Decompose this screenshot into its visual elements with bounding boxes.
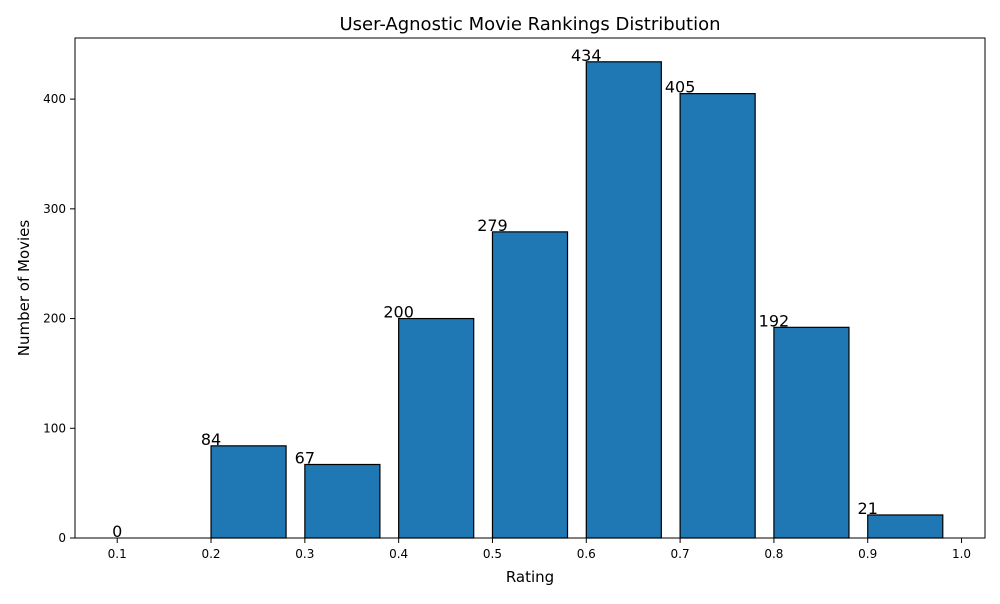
x-tick-label: 0.1 <box>108 547 127 561</box>
bar-0.8 <box>773 326 850 539</box>
bars-layer <box>210 61 944 539</box>
y-tick-label: 100 <box>43 421 66 435</box>
data-label: 200 <box>383 303 414 322</box>
x-tick-label: 0.9 <box>858 547 877 561</box>
data-label: 434 <box>571 46 602 65</box>
data-label: 0 <box>112 522 122 541</box>
x-tick-label: 1.0 <box>952 547 971 561</box>
data-label: 67 <box>295 448 315 467</box>
data-label: 192 <box>759 311 790 330</box>
data-labels-layer: 0 84 67 200 279 434 405 192 21 <box>112 46 878 541</box>
data-label: 21 <box>858 499 878 518</box>
x-tick-label: 0.2 <box>201 547 220 561</box>
bar-0.7 <box>679 93 756 539</box>
y-axis-label: Number of Movies <box>15 220 33 357</box>
bar-0.9 <box>867 514 944 539</box>
bar-0.2 <box>210 445 287 539</box>
x-tick-label: 0.8 <box>764 547 783 561</box>
x-tick-label: 0.5 <box>483 547 502 561</box>
x-axis-label: Rating <box>506 568 554 586</box>
bar-0.3 <box>304 463 381 539</box>
data-label: 84 <box>201 430 221 449</box>
y-tick-label: 200 <box>43 312 66 326</box>
x-tick-label: 0.7 <box>671 547 690 561</box>
data-label: 279 <box>477 216 508 235</box>
axes-layer: 0.1 0.2 0.3 0.4 0.5 0.6 0.7 0.8 0.9 1.0 0 100 200 300… <box>43 37 986 561</box>
bar-0.5 <box>491 231 569 539</box>
bar-0.6 <box>585 61 662 539</box>
data-label: 405 <box>665 78 696 97</box>
y-tick-label: 400 <box>43 92 66 106</box>
plot-frame <box>74 37 986 539</box>
bar-0.4 <box>398 317 475 539</box>
x-tick-label: 0.6 <box>577 547 596 561</box>
y-tick-label: 300 <box>43 202 66 216</box>
y-tick-label: 0 <box>58 531 66 545</box>
x-tick-label: 0.4 <box>389 547 408 561</box>
x-tick-label: 0.3 <box>295 547 314 561</box>
chart-title: User-Agnostic Movie Rankings Distributio… <box>339 14 720 35</box>
